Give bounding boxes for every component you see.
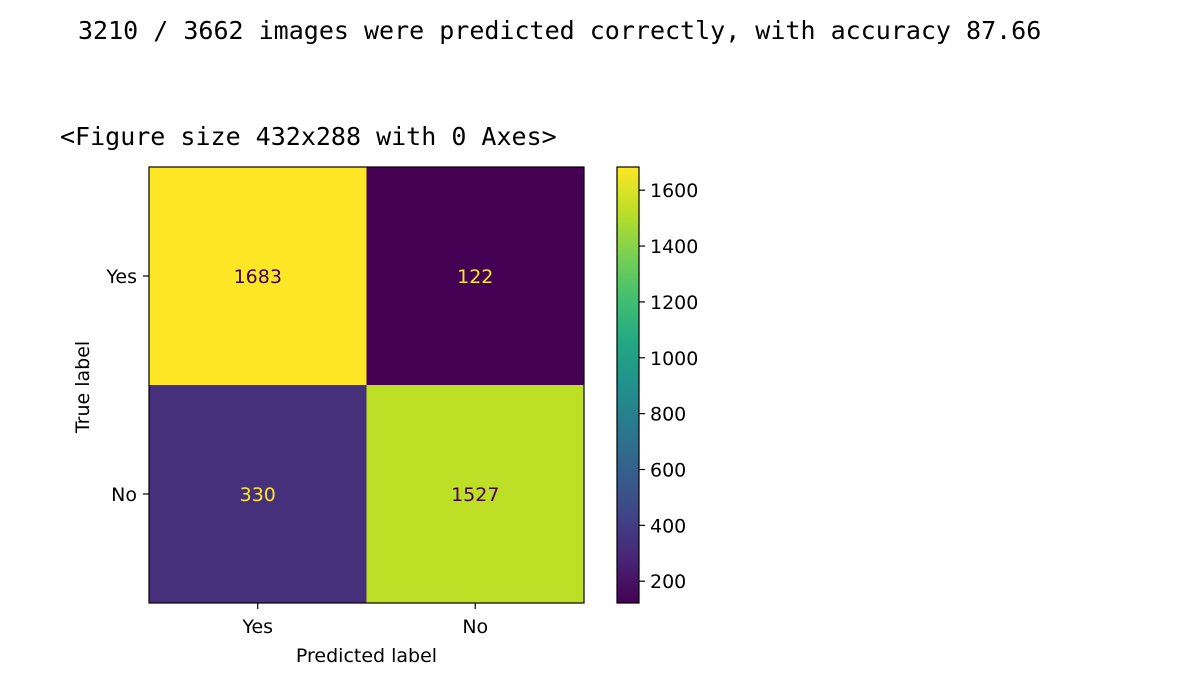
- accuracy-output-text: 3210 / 3662 images were predicted correc…: [78, 16, 1042, 45]
- colorbar-tick-label: 1000: [650, 348, 698, 370]
- cell-yes-no: [366, 167, 584, 385]
- colorbar-tick-label: 400: [650, 515, 686, 537]
- y-tick-label: No: [111, 484, 137, 506]
- colorbar-tick-label: 200: [650, 571, 686, 593]
- colorbar-tick-label: 1600: [650, 180, 698, 202]
- x-tick-label: Yes: [241, 616, 273, 638]
- plot-frame: [148, 166, 585, 604]
- cell-no-yes: [149, 385, 367, 603]
- cell-value-label: 330: [240, 484, 276, 506]
- cell-value-label: 122: [457, 266, 493, 288]
- figure-size-output-text: <Figure size 432x288 with 0 Axes>: [60, 122, 557, 151]
- cell-yes-yes: [149, 167, 367, 385]
- axis-labels: Yes No Yes No Predicted label True label: [72, 266, 488, 667]
- x-tick-label: No: [462, 616, 488, 638]
- colorbar-tick-label: 800: [650, 404, 686, 426]
- x-axis-title: Predicted label: [296, 645, 437, 667]
- heatmap-cells: 1683 122 330 1527: [148, 166, 585, 604]
- y-axis-title: True label: [72, 341, 94, 434]
- cell-value-label: 1527: [451, 484, 499, 506]
- colorbar-gradient: [616, 166, 640, 604]
- cell-no-no: [366, 385, 584, 603]
- y-tick-label: Yes: [105, 266, 137, 288]
- colorbar: 200 400 600 800 1000 1200 1400 1600: [616, 166, 698, 604]
- cell-value-label: 1683: [234, 266, 282, 288]
- colorbar-tick-label: 1200: [650, 292, 698, 314]
- colorbar-tick-label: 600: [650, 459, 686, 481]
- colorbar-tick-label: 1400: [650, 236, 698, 258]
